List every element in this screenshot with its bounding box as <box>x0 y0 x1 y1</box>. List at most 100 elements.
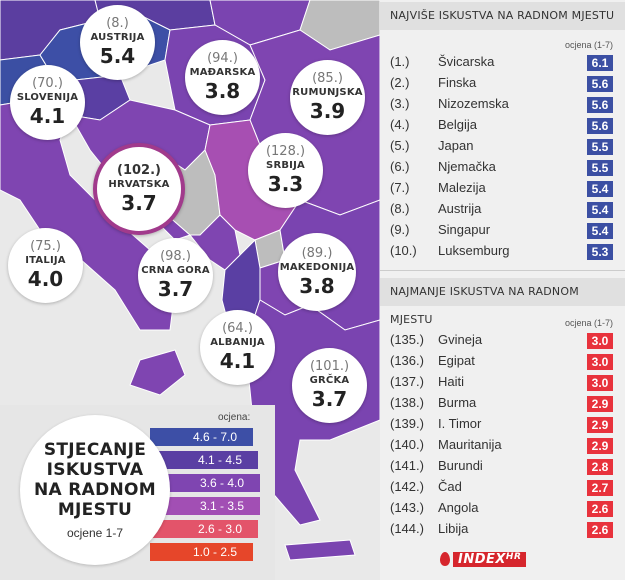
row-rank: (144.) <box>390 521 424 536</box>
bottom-score-label: ocjena (1-7) <box>564 318 613 328</box>
legend-title-line: ISKUSTVA <box>46 460 144 480</box>
bubble-rank: (128.) <box>265 144 306 159</box>
top-score-label: ocjena (1-7) <box>564 40 613 50</box>
bubble-madarska: (94.) MAĐARSKA 3.8 <box>185 40 260 115</box>
bubble-rank: (98.) <box>160 249 191 264</box>
legend-title: STJECANJE ISKUSTVA NA RADNOM MJESTU <box>34 440 156 520</box>
indexhr-logo[interactable]: INDEXHR <box>440 550 570 568</box>
row-rank: (8.) <box>390 201 410 216</box>
row-rank: (7.) <box>390 180 410 195</box>
bottom-row: (136.) Egipat 3.0 <box>380 351 625 372</box>
bubble-score: 4.1 <box>219 349 256 373</box>
bubble-score: 3.7 <box>121 190 157 215</box>
bubble-country: SRBIJA <box>266 160 305 171</box>
row-country: Njemačka <box>438 159 496 174</box>
bubble-score: 3.3 <box>267 172 304 196</box>
row-score: 2.7 <box>587 480 613 496</box>
bubble-rumunjska: (85.) RUMUNJSKA 3.9 <box>290 60 365 135</box>
row-score: 2.9 <box>587 396 613 412</box>
row-rank: (4.) <box>390 117 410 132</box>
top-row: (2.) Finska 5.6 <box>380 73 625 94</box>
row-score: 5.5 <box>587 160 613 176</box>
legend-range-4: 3.1 - 3.5 <box>150 497 260 515</box>
bubble-score: 3.7 <box>157 277 194 301</box>
bottom-row: (138.) Burma 2.9 <box>380 393 625 414</box>
bottom-row: (143.) Angola 2.6 <box>380 498 625 519</box>
row-rank: (136.) <box>390 353 424 368</box>
legend-label: ocjena: <box>218 412 251 423</box>
bubble-crnagora: (98.) CRNA GORA 3.7 <box>138 238 213 313</box>
row-country: Belgija <box>438 117 478 132</box>
row-score: 5.3 <box>587 244 613 260</box>
row-rank: (137.) <box>390 374 424 389</box>
legend-title-line: NA RADNOM <box>34 480 156 500</box>
top-row: (8.) Austrija 5.4 <box>380 199 625 220</box>
row-rank: (143.) <box>390 500 424 515</box>
legend-range-2: 4.1 - 4.5 <box>150 451 258 469</box>
row-score: 2.8 <box>587 459 613 475</box>
row-country: Mauritanija <box>438 437 502 452</box>
bubble-country: MAĐARSKA <box>189 67 256 78</box>
top-row: (7.) Malezija 5.4 <box>380 178 625 199</box>
legend-title-line: MJESTU <box>57 500 133 520</box>
row-rank: (142.) <box>390 479 424 494</box>
bottom-row: (135.) Gvineja 3.0 <box>380 330 625 351</box>
bubble-rank: (8.) <box>106 16 129 31</box>
row-score: 2.6 <box>587 522 613 538</box>
bubble-italija: (75.) ITALIJA 4.0 <box>8 228 83 303</box>
bottom-row: (139.) I. Timor 2.9 <box>380 414 625 435</box>
bubble-rank: (64.) <box>222 321 253 336</box>
row-country: Nizozemska <box>438 96 509 111</box>
row-country: Čad <box>438 479 462 494</box>
row-country: Egipat <box>438 353 475 368</box>
bubble-rank: (102.) <box>117 162 161 178</box>
row-score: 3.0 <box>587 354 613 370</box>
top-row: (9.) Singapur 5.4 <box>380 220 625 241</box>
bubble-score: 3.8 <box>299 273 335 298</box>
pepper-icon <box>440 552 450 566</box>
row-rank: (5.) <box>390 138 410 153</box>
row-country: Libija <box>438 521 469 536</box>
divider <box>380 270 625 271</box>
row-rank: (9.) <box>390 222 410 237</box>
legend-title-circle: STJECANJE ISKUSTVA NA RADNOM MJESTU ocje… <box>20 415 170 565</box>
bubble-country: MAKEDONIJA <box>279 261 355 273</box>
bubble-makedonija: (89.) MAKEDONIJA 3.8 <box>278 233 356 311</box>
bubble-country: SLOVENIJA <box>16 92 79 103</box>
bubble-austria: (8.) AUSTRIJA 5.4 <box>80 5 155 80</box>
logo-text: INDEXHR <box>453 551 527 567</box>
bottom-row: (144.) Libija 2.6 <box>380 519 625 540</box>
row-country: Burundi <box>438 458 483 473</box>
row-country: Malezija <box>438 180 486 195</box>
row-country: Haiti <box>438 374 465 389</box>
top-row: (4.) Belgija 5.6 <box>380 115 625 136</box>
row-country: Luksemburg <box>438 243 510 258</box>
bubble-score: 4.0 <box>27 267 64 291</box>
bubble-country: ALBANIJA <box>210 337 265 348</box>
row-rank: (10.) <box>390 243 417 258</box>
bubble-country: HRVATSKA <box>108 178 170 190</box>
bubble-country: RUMUNJSKA <box>292 87 363 98</box>
region-crete <box>284 539 356 561</box>
row-country: Finska <box>438 75 477 90</box>
row-score: 5.6 <box>587 97 613 113</box>
bubble-score: 3.7 <box>311 387 348 411</box>
row-rank: (141.) <box>390 458 424 473</box>
bubble-country: ITALIJA <box>25 255 66 266</box>
row-rank: (1.) <box>390 54 410 69</box>
bubble-grcka: (101.) GRČKA 3.7 <box>292 348 367 423</box>
bubble-srbija: (128.) SRBIJA 3.3 <box>248 133 323 208</box>
bubble-score: 3.8 <box>204 79 241 103</box>
row-rank: (140.) <box>390 437 424 452</box>
row-score: 3.0 <box>587 333 613 349</box>
legend-subtitle: ocjene 1-7 <box>66 526 124 540</box>
legend-range-1: 4.6 - 7.0 <box>150 428 253 446</box>
row-country: Burma <box>438 395 477 410</box>
row-score: 5.4 <box>587 181 613 197</box>
row-country: I. Timor <box>438 416 482 431</box>
logo-text-suffix: HR <box>505 551 522 562</box>
bubble-rank: (75.) <box>30 239 61 254</box>
logo-text-main: INDEX <box>458 551 506 567</box>
row-score: 5.6 <box>587 76 613 92</box>
bottom-row: (140.) Mauritanija 2.9 <box>380 435 625 456</box>
